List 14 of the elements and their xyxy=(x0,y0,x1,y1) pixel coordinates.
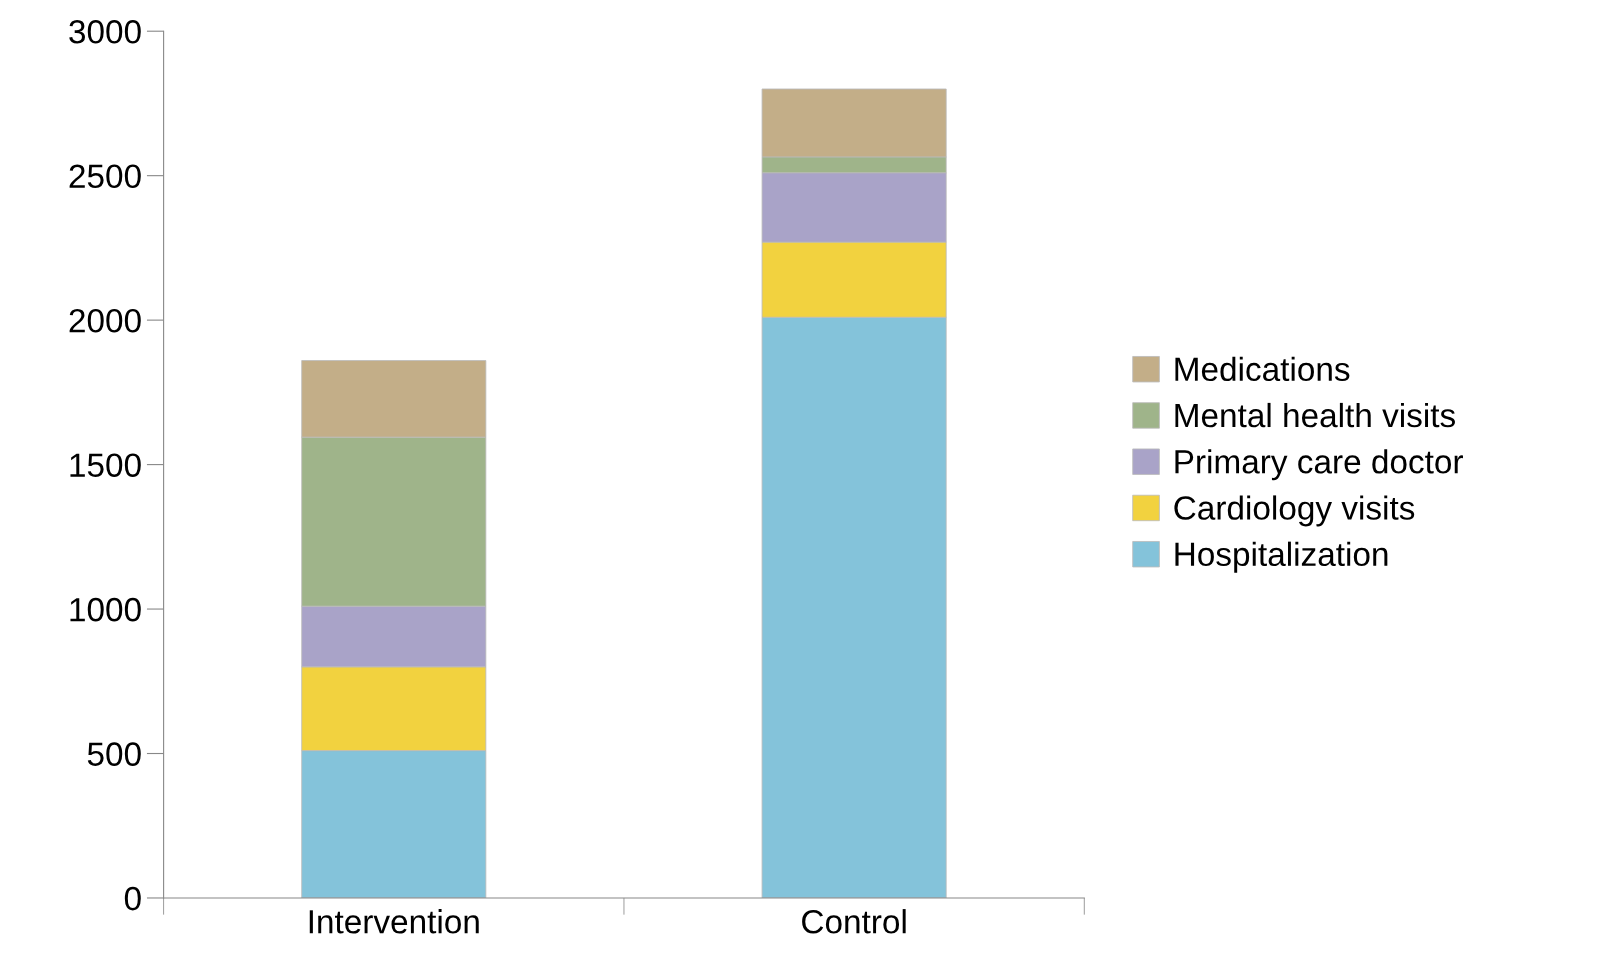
y-tick-label: 500 xyxy=(87,742,141,766)
y-tick-label: 0 xyxy=(124,886,141,911)
legend-label: Medications xyxy=(1175,356,1350,382)
y-tick-label: 1000 xyxy=(70,597,141,622)
legend-label: Primary care doctor xyxy=(1175,449,1463,481)
x-tick-label: Control xyxy=(802,909,906,934)
y-tick-label: 2500 xyxy=(69,164,141,189)
y-tick-label: 2000 xyxy=(69,308,141,333)
legend-label: Mental health visits xyxy=(1175,402,1455,428)
y-tick-label: 3000 xyxy=(69,20,141,44)
legend-label: Cardiology visits xyxy=(1174,495,1415,527)
legend-label: Hospitalization xyxy=(1175,541,1388,573)
y-tick-label: 1500 xyxy=(70,453,141,477)
x-tick-label: Intervention xyxy=(309,909,479,934)
